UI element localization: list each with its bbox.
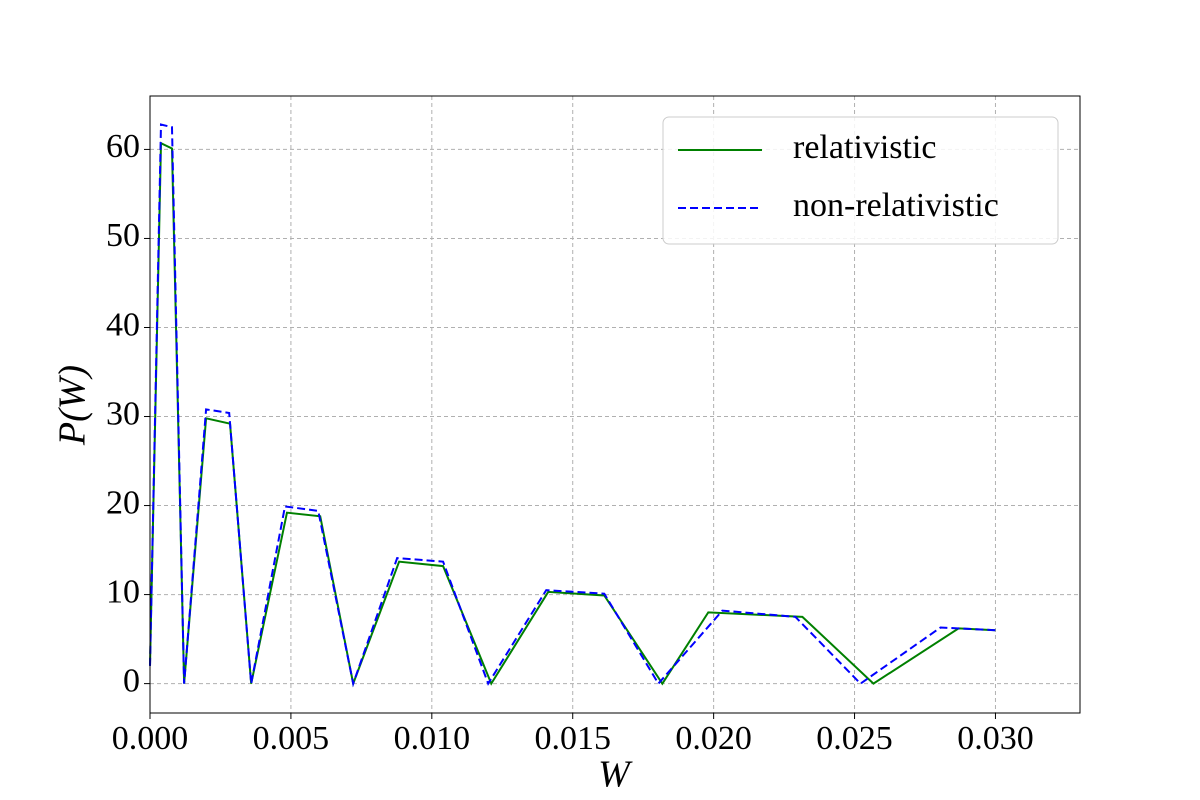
series-line — [149, 123, 996, 688]
x-tick-label: 0.010 — [394, 720, 471, 757]
x-tick-label: 0.020 — [675, 720, 752, 757]
legend-label: relativistic — [793, 129, 937, 166]
legend-label: non-relativistic — [793, 187, 999, 224]
y-tick-label: 40 — [106, 306, 140, 343]
y-tick-label: 0 — [123, 662, 140, 699]
y-tick-label: 10 — [106, 573, 140, 610]
legend-box — [662, 116, 1059, 245]
x-tick-label: 0.025 — [816, 720, 893, 757]
y-tick-label: 60 — [106, 128, 140, 165]
x-tick-label: 0.030 — [957, 720, 1034, 757]
y-tick-label: 30 — [106, 395, 140, 432]
x-axis-label: W — [598, 754, 633, 796]
x-tick-label: 0.005 — [253, 720, 330, 757]
y-tick-label: 50 — [106, 217, 140, 254]
y-axis-label: P(W) — [52, 365, 94, 446]
y-tick-label: 20 — [106, 484, 140, 521]
x-tick-label: 0.015 — [534, 720, 611, 757]
x-tick-label: 0.000 — [112, 720, 189, 757]
plot-frame — [149, 95, 1081, 714]
